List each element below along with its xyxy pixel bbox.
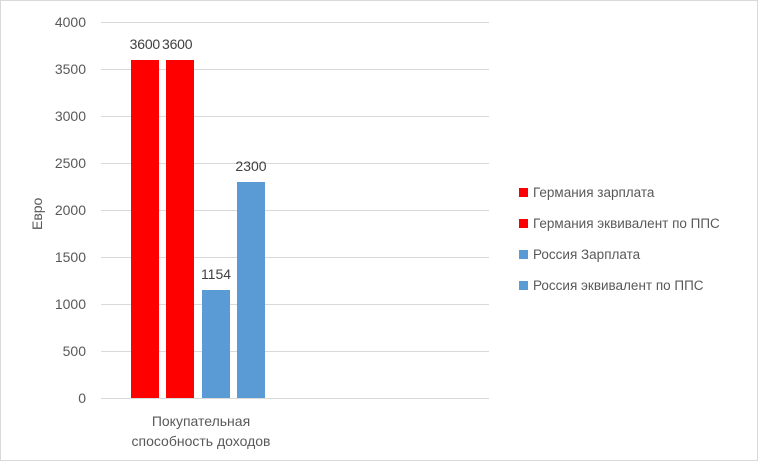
y-tick-label: 3000 (54, 108, 86, 124)
gridline-4000 (101, 22, 489, 23)
bar-germany-salary (131, 60, 159, 398)
legend-swatch-blue-icon (519, 250, 528, 259)
x-category-line2: способность доходов (131, 433, 271, 449)
bar-russia-ppp (237, 182, 265, 398)
gridline-1000 (101, 304, 489, 305)
gridline-2500 (101, 163, 489, 164)
bar-germany-ppp (166, 60, 194, 398)
legend-label: Германия зарплата (533, 185, 655, 200)
legend-swatch-blue-icon (519, 281, 528, 290)
legend-label: Германия эквивалент по ППС (533, 216, 720, 231)
legend-label: Россия эквивалент по ППС (533, 278, 704, 293)
x-category-line1: Покупательная (151, 413, 251, 429)
gridline-3500 (101, 69, 489, 70)
legend-item-germany-ppp[interactable]: Германия эквивалент по ППС (519, 208, 720, 239)
y-tick-label: 0 (78, 390, 86, 406)
y-tick-label: 1000 (54, 296, 86, 312)
y-tick-label: 3500 (54, 61, 86, 77)
y-tick-label: 2500 (54, 155, 86, 171)
legend-swatch-red-icon (519, 219, 528, 228)
x-category-label: Покупательная способность доходов (101, 411, 301, 451)
gridline-1500 (101, 257, 489, 258)
y-axis-title: Евро (29, 197, 45, 230)
legend-item-russia-ppp[interactable]: Россия эквивалент по ППС (519, 270, 720, 301)
data-label-russia-salary: 1154 (200, 266, 232, 282)
gridline-500 (101, 351, 489, 352)
x-axis-line (101, 398, 489, 399)
legend-item-russia-salary[interactable]: Россия Зарплата (519, 239, 720, 270)
bar-russia-salary (202, 290, 230, 398)
legend: Германия зарплата Германия эквивалент по… (519, 177, 720, 301)
data-label-germany-salary: 3600 (129, 36, 161, 52)
gridline-3000 (101, 116, 489, 117)
y-tick-label: 1500 (54, 249, 86, 265)
y-tick-label: 2000 (54, 202, 86, 218)
legend-swatch-red-icon (519, 188, 528, 197)
legend-label: Россия Зарплата (533, 247, 641, 262)
data-label-germany-ppp: 3600 (162, 36, 193, 52)
gridline-2000 (101, 210, 489, 211)
data-label-russia-ppp: 2300 (235, 158, 267, 174)
legend-item-germany-salary[interactable]: Германия зарплата (519, 177, 720, 208)
y-tick-label: 500 (62, 343, 86, 359)
y-tick-label: 4000 (54, 14, 86, 30)
